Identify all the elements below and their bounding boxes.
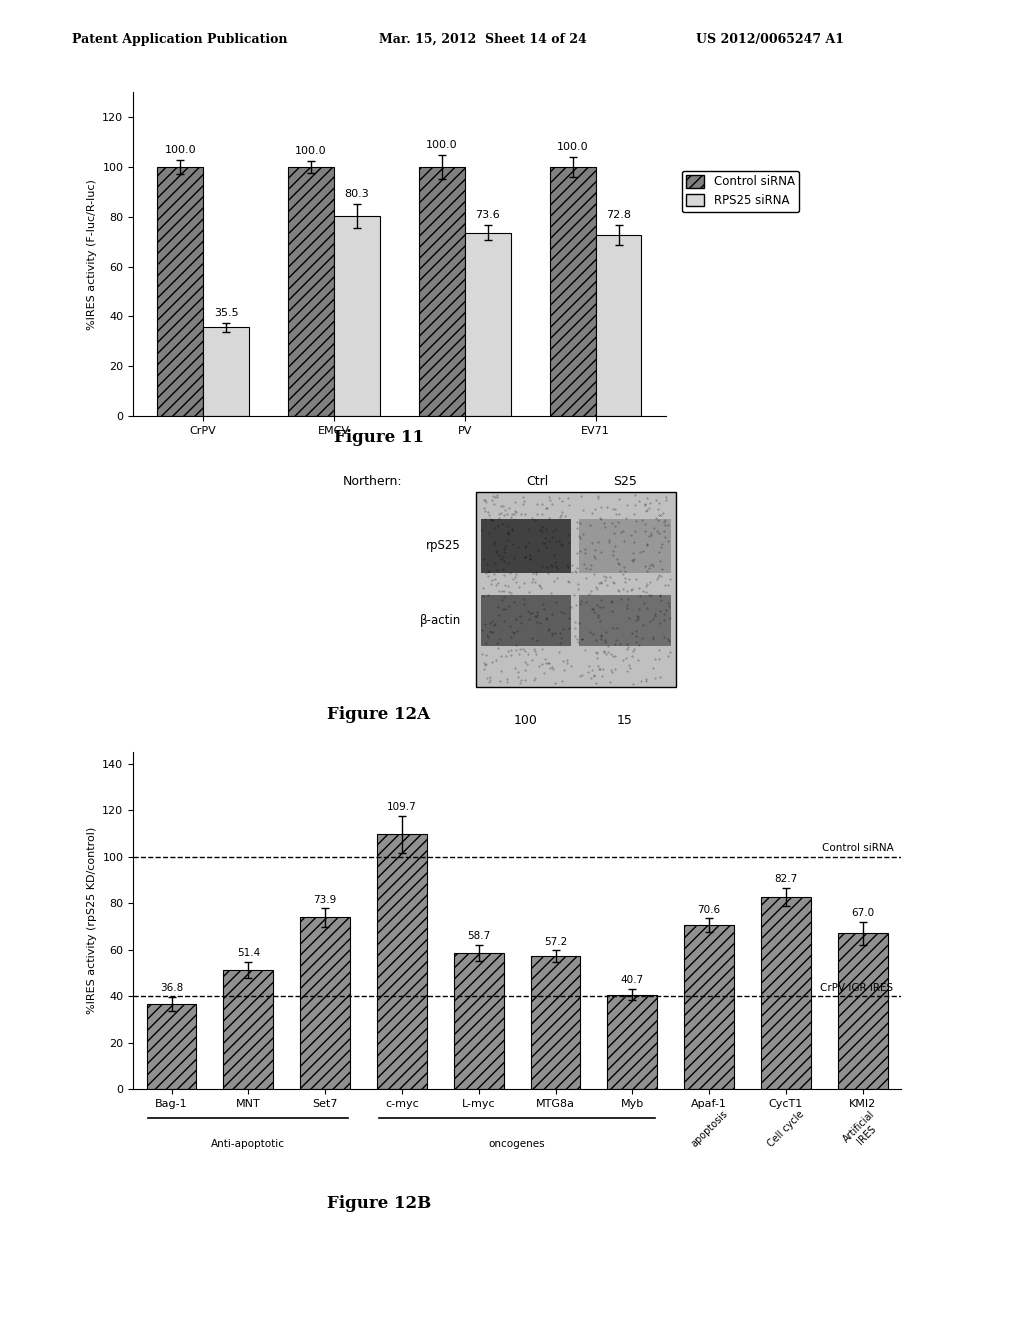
Bar [288, 168, 334, 416]
Text: 35.5: 35.5 [214, 308, 239, 318]
Text: CrPV IGR IRES: CrPV IGR IRES [820, 982, 894, 993]
Text: 109.7: 109.7 [387, 803, 417, 812]
Text: 15: 15 [616, 714, 633, 727]
Bar [203, 327, 249, 416]
Text: S25: S25 [612, 475, 637, 488]
Legend: Control siRNA, RPS25 siRNA: Control siRNA, RPS25 siRNA [682, 170, 800, 213]
Text: 80.3: 80.3 [344, 189, 370, 198]
Bar [761, 898, 811, 1089]
Text: 100.0: 100.0 [165, 145, 196, 154]
Text: 51.4: 51.4 [237, 948, 260, 958]
Bar [146, 1003, 197, 1089]
Text: 73.9: 73.9 [313, 895, 337, 904]
Text: Northern:: Northern: [343, 475, 402, 488]
Text: Ctrl: Ctrl [526, 475, 549, 488]
Bar [223, 970, 273, 1089]
Text: 100.0: 100.0 [557, 143, 589, 152]
Bar [607, 994, 657, 1089]
Text: 58.7: 58.7 [467, 931, 490, 941]
Bar [579, 594, 671, 645]
Bar [419, 168, 465, 416]
Text: rpS25: rpS25 [426, 540, 461, 552]
Bar [454, 953, 504, 1089]
Text: 82.7: 82.7 [774, 874, 798, 884]
Text: US 2012/0065247 A1: US 2012/0065247 A1 [696, 33, 845, 46]
Text: 100.0: 100.0 [295, 145, 327, 156]
Text: 67.0: 67.0 [851, 908, 874, 919]
Text: 100.0: 100.0 [426, 140, 458, 149]
Bar [481, 519, 571, 573]
Text: 72.8: 72.8 [606, 210, 631, 219]
Bar [596, 235, 641, 416]
Y-axis label: %IRES activity (rpS25 KD/control): %IRES activity (rpS25 KD/control) [87, 828, 96, 1014]
Bar [300, 917, 350, 1089]
Text: Cell cycle: Cell cycle [766, 1109, 806, 1148]
Text: oncogenes: oncogenes [488, 1139, 546, 1150]
Text: 100: 100 [514, 714, 538, 727]
Text: 36.8: 36.8 [160, 983, 183, 993]
Bar [158, 168, 203, 416]
Bar [481, 594, 571, 645]
Bar [550, 168, 596, 416]
Text: Control siRNA: Control siRNA [821, 843, 894, 854]
Text: 70.6: 70.6 [697, 904, 721, 915]
Text: Mar. 15, 2012  Sheet 14 of 24: Mar. 15, 2012 Sheet 14 of 24 [379, 33, 587, 46]
Bar [684, 925, 734, 1089]
Text: Figure 11: Figure 11 [334, 429, 424, 446]
Text: 40.7: 40.7 [621, 975, 644, 985]
Text: β-actin: β-actin [420, 614, 461, 627]
Text: Artificial
IRES: Artificial IRES [841, 1109, 885, 1152]
Bar [530, 956, 581, 1089]
Text: Figure 12B: Figure 12B [327, 1195, 431, 1212]
Bar [579, 519, 671, 573]
Bar [377, 834, 427, 1089]
Bar [465, 232, 511, 416]
Text: 57.2: 57.2 [544, 937, 567, 946]
Text: apoptosis: apoptosis [689, 1109, 729, 1150]
Bar [334, 216, 380, 416]
Text: Figure 12A: Figure 12A [328, 706, 430, 723]
Bar [476, 492, 676, 688]
Text: Patent Application Publication: Patent Application Publication [72, 33, 287, 46]
Bar [838, 933, 888, 1089]
Text: Anti-apoptotic: Anti-apoptotic [211, 1139, 286, 1150]
Y-axis label: %IRES activity (F-luc/R-luc): %IRES activity (F-luc/R-luc) [87, 178, 96, 330]
Text: 73.6: 73.6 [475, 210, 500, 220]
